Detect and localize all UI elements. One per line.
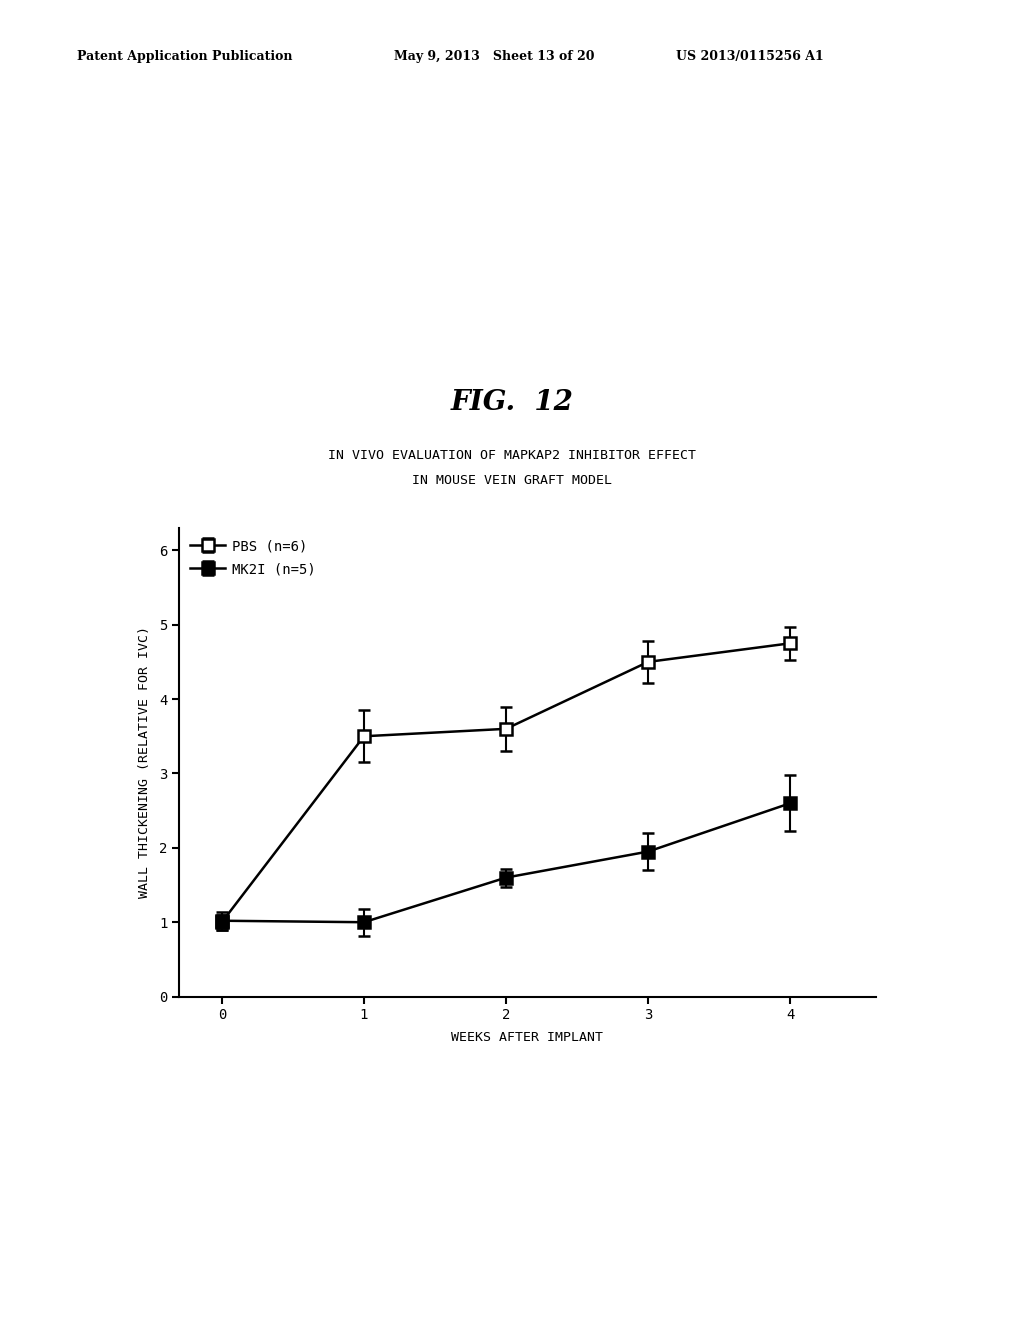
Text: FIG.  12: FIG. 12 [451,389,573,416]
Y-axis label: WALL THICKENING (RELATIVE FOR IVC): WALL THICKENING (RELATIVE FOR IVC) [137,626,151,899]
Legend: PBS (n=6), MK2I (n=5): PBS (n=6), MK2I (n=5) [186,535,319,581]
Text: Patent Application Publication: Patent Application Publication [77,50,292,63]
Text: US 2013/0115256 A1: US 2013/0115256 A1 [676,50,823,63]
Text: IN MOUSE VEIN GRAFT MODEL: IN MOUSE VEIN GRAFT MODEL [412,474,612,487]
Text: IN VIVO EVALUATION OF MAPKAP2 INHIBITOR EFFECT: IN VIVO EVALUATION OF MAPKAP2 INHIBITOR … [328,449,696,462]
X-axis label: WEEKS AFTER IMPLANT: WEEKS AFTER IMPLANT [452,1031,603,1044]
Text: May 9, 2013   Sheet 13 of 20: May 9, 2013 Sheet 13 of 20 [394,50,595,63]
